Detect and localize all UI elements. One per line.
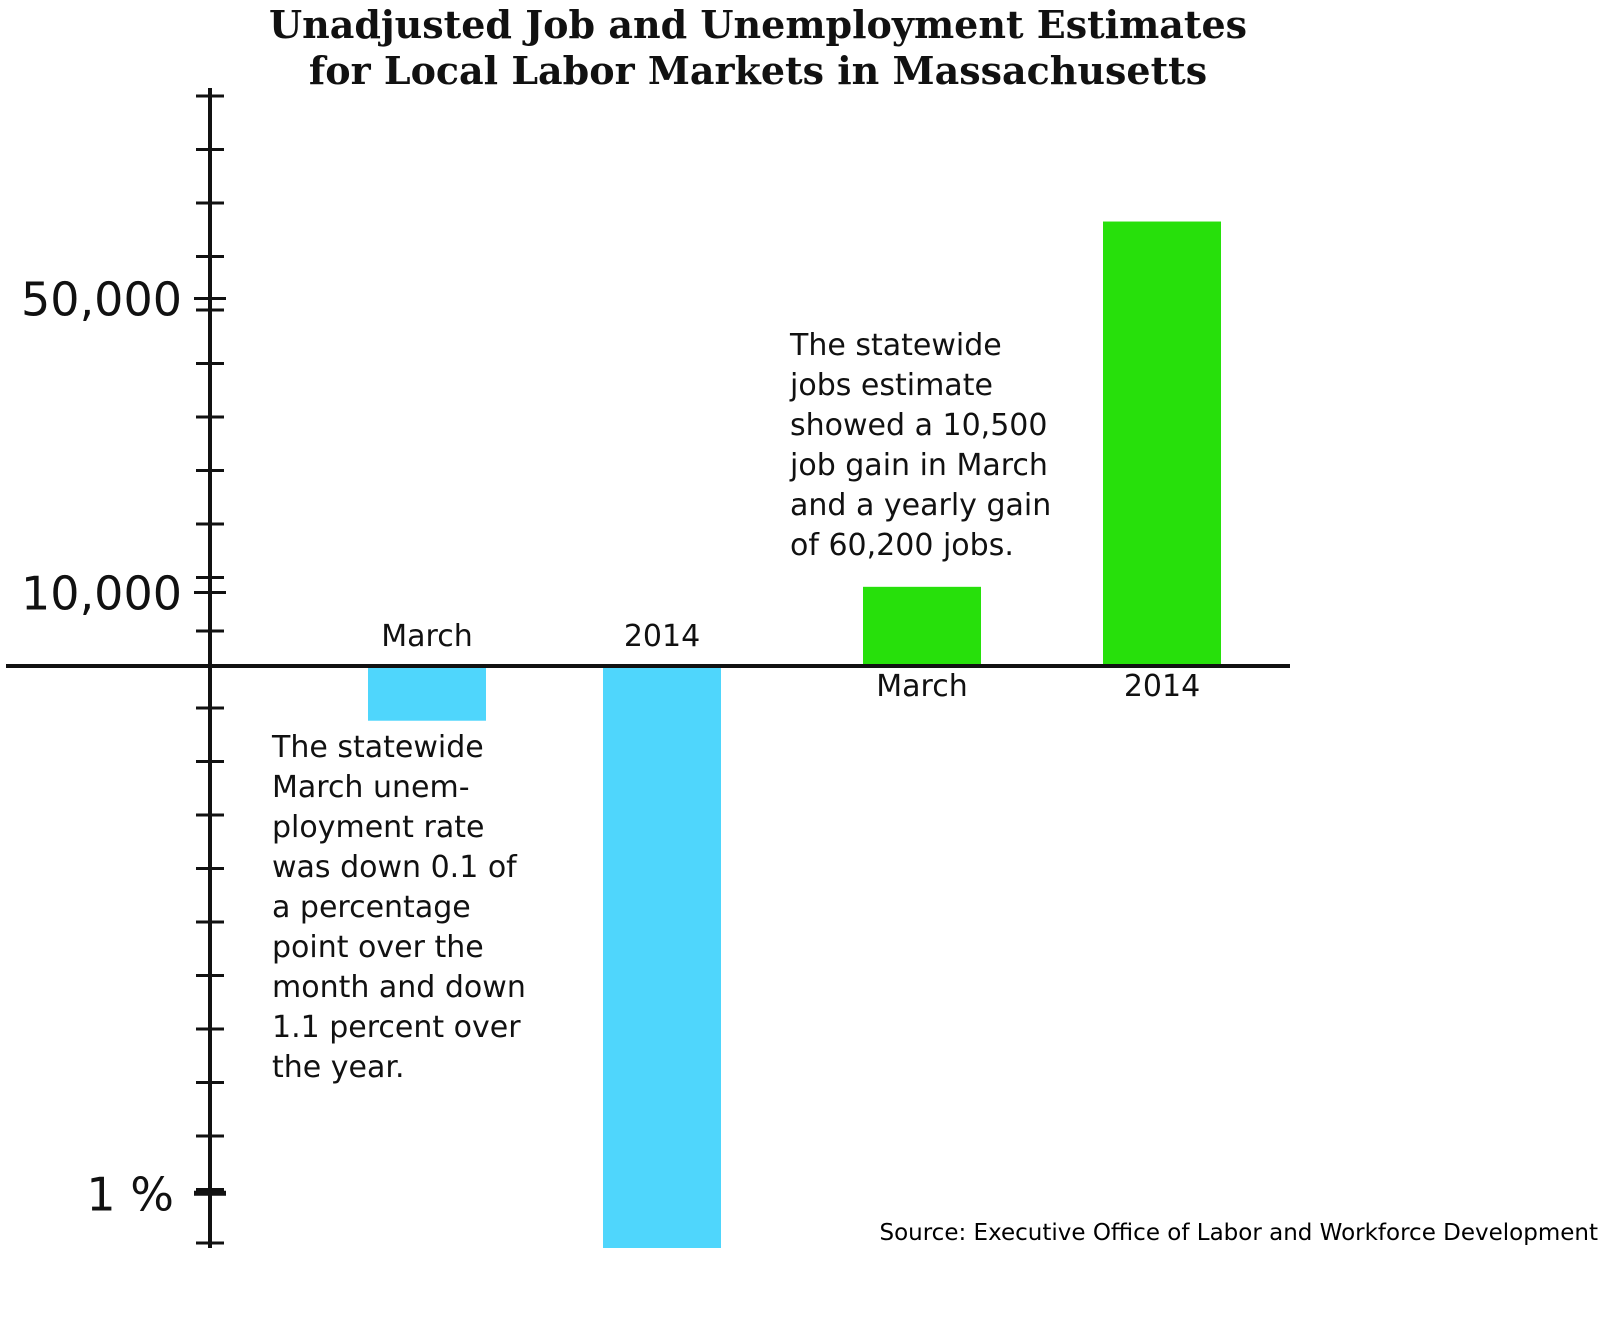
jobs-annotation-line: and a yearly gain xyxy=(790,488,1051,523)
unemployment-annotation-line: a percentage xyxy=(272,890,471,925)
jobs-annotation: The statewide jobs estimate showed a 10,50… xyxy=(789,328,1051,563)
unemployment-annotation-line: was down 0.1 of xyxy=(272,850,518,885)
category-label: March xyxy=(876,669,967,704)
unemployment-annotation-line: month and down xyxy=(272,970,526,1005)
bar-unemployment-2014 xyxy=(603,668,721,1248)
jobs-annotation-line: of 60,200 jobs. xyxy=(790,528,1014,563)
category-label: 2014 xyxy=(1124,669,1200,704)
unemployment-annotation-line: ployment rate xyxy=(272,810,484,845)
chart-title: Unadjusted Job and Unemployment Estimate… xyxy=(269,2,1247,93)
bar-jobs-march xyxy=(863,586,981,664)
chart-axes: 50,000 10,000 1 % xyxy=(6,88,1290,1248)
unemployment-annotation-line: point over the xyxy=(272,930,484,965)
bar-jobs-2014 xyxy=(1103,221,1221,664)
unemployment-annotation-line: 1.1 percent over xyxy=(272,1010,521,1045)
unemployment-annotation-line: March unem- xyxy=(272,770,470,805)
unemployment-annotation: The statewide March unem-ployment rate was… xyxy=(271,730,526,1085)
unemployment-annotation-line: The statewide xyxy=(271,730,484,765)
jobs-annotation-line: The statewide xyxy=(789,328,1002,363)
source-note: Source: Executive Office of Labor and Wo… xyxy=(879,1220,1598,1246)
jobs-annotation-line: showed a 10,500 xyxy=(790,408,1047,443)
jobs-annotation-line: job gain in March xyxy=(789,448,1048,483)
category-label: 2014 xyxy=(624,619,700,654)
y-tick-label: 50,000 xyxy=(21,273,182,327)
category-label: March xyxy=(381,619,472,654)
chart-bars xyxy=(368,221,1221,1248)
bar-unemployment-march xyxy=(368,668,486,721)
y-tick-label: 1 % xyxy=(86,1167,174,1221)
unemployment-annotation-line: the year. xyxy=(272,1050,404,1085)
chart-annotations: The statewide jobs estimate showed a 10,50… xyxy=(271,328,1051,1085)
title-line-1: Unadjusted Job and Unemployment Estimate… xyxy=(269,2,1247,47)
jobs-annotation-line: jobs estimate xyxy=(789,368,993,403)
title-line-2: for Local Labor Markets in Massachusetts xyxy=(309,48,1207,93)
y-tick-label: 10,000 xyxy=(21,567,182,621)
chart-labels: March 2014 March 2014 xyxy=(381,619,1200,704)
